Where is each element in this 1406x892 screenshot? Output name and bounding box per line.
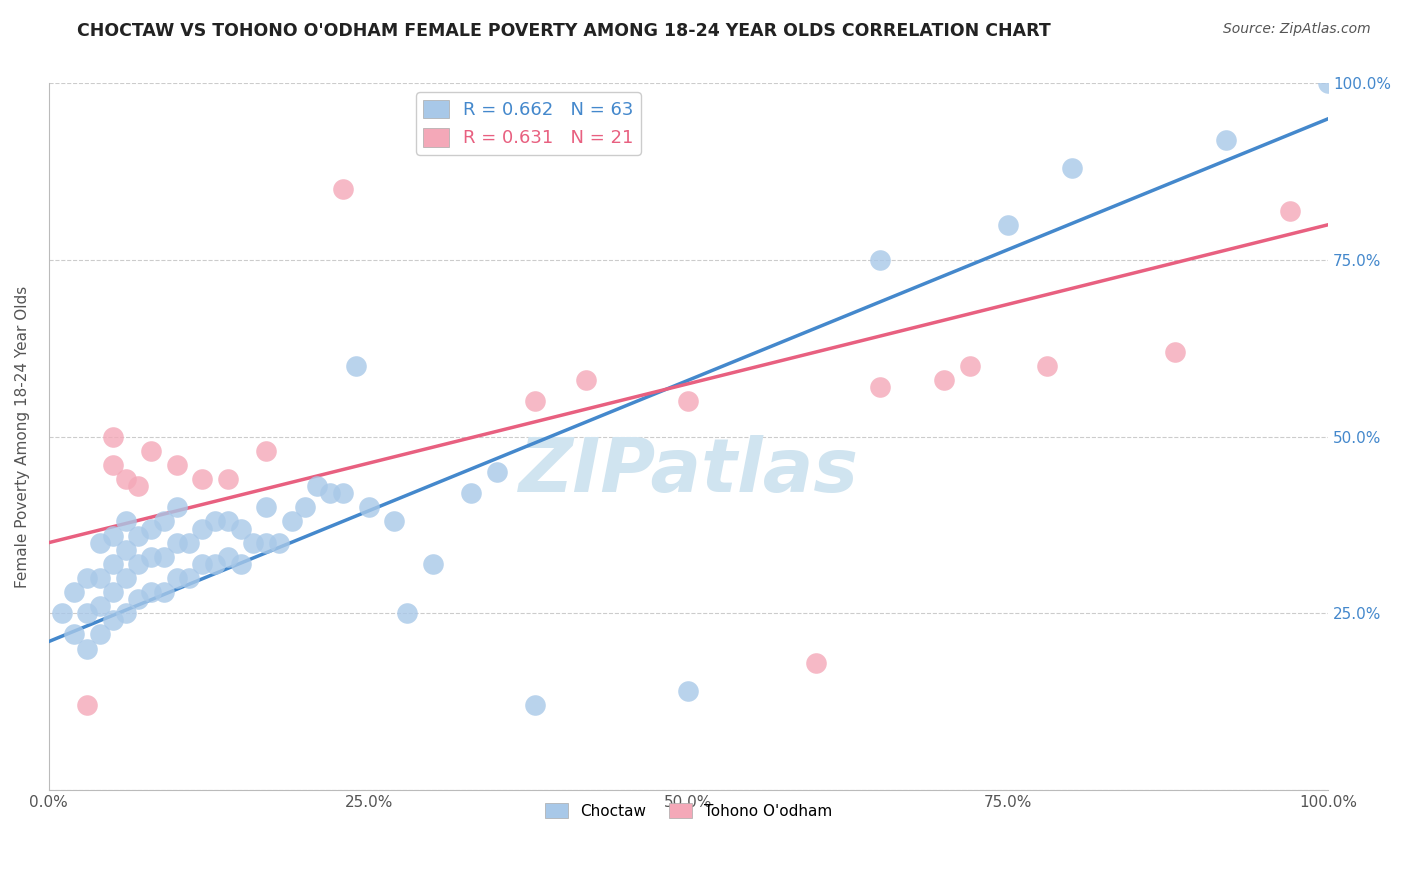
Point <box>422 557 444 571</box>
Point <box>678 394 700 409</box>
Point <box>191 557 214 571</box>
Point <box>332 182 354 196</box>
Point <box>101 528 124 542</box>
Point <box>575 373 598 387</box>
Point <box>127 479 149 493</box>
Point <box>869 253 891 268</box>
Legend: Choctaw, Tohono O'odham: Choctaw, Tohono O'odham <box>538 797 838 825</box>
Point <box>281 515 304 529</box>
Point <box>114 607 136 621</box>
Point <box>101 585 124 599</box>
Point <box>89 627 111 641</box>
Point <box>89 535 111 549</box>
Point <box>139 549 162 564</box>
Point <box>114 542 136 557</box>
Point <box>217 549 239 564</box>
Point <box>204 515 226 529</box>
Y-axis label: Female Poverty Among 18-24 Year Olds: Female Poverty Among 18-24 Year Olds <box>15 285 30 588</box>
Point <box>63 627 86 641</box>
Point <box>153 585 176 599</box>
Point <box>934 373 956 387</box>
Point <box>139 443 162 458</box>
Point <box>1317 77 1340 91</box>
Point <box>101 458 124 472</box>
Point <box>1278 203 1301 218</box>
Point <box>127 592 149 607</box>
Point <box>139 585 162 599</box>
Point <box>294 500 316 515</box>
Point <box>523 394 546 409</box>
Text: CHOCTAW VS TOHONO O'ODHAM FEMALE POVERTY AMONG 18-24 YEAR OLDS CORRELATION CHART: CHOCTAW VS TOHONO O'ODHAM FEMALE POVERTY… <box>77 22 1052 40</box>
Point <box>395 607 418 621</box>
Point <box>127 557 149 571</box>
Point <box>229 557 252 571</box>
Point <box>179 571 201 585</box>
Point <box>114 571 136 585</box>
Point <box>357 500 380 515</box>
Point <box>460 486 482 500</box>
Point <box>382 515 405 529</box>
Point <box>191 472 214 486</box>
Point <box>1035 359 1057 373</box>
Point <box>153 515 176 529</box>
Point <box>523 698 546 713</box>
Point <box>332 486 354 500</box>
Point <box>217 472 239 486</box>
Point <box>254 443 277 458</box>
Point <box>806 656 828 670</box>
Point <box>166 458 188 472</box>
Point <box>204 557 226 571</box>
Point <box>179 535 201 549</box>
Point <box>153 549 176 564</box>
Point <box>254 500 277 515</box>
Point <box>242 535 264 549</box>
Point <box>166 535 188 549</box>
Point <box>678 684 700 698</box>
Point <box>166 500 188 515</box>
Point <box>89 571 111 585</box>
Point <box>254 535 277 549</box>
Point <box>101 613 124 627</box>
Point <box>869 380 891 394</box>
Text: ZIPatlas: ZIPatlas <box>519 435 859 508</box>
Point <box>1215 133 1237 147</box>
Point <box>89 599 111 614</box>
Point <box>51 607 73 621</box>
Point <box>1163 345 1185 359</box>
Point <box>485 465 508 479</box>
Point <box>997 218 1019 232</box>
Point <box>101 430 124 444</box>
Point <box>76 698 98 713</box>
Point <box>191 522 214 536</box>
Point <box>319 486 342 500</box>
Point <box>166 571 188 585</box>
Point <box>139 522 162 536</box>
Text: Source: ZipAtlas.com: Source: ZipAtlas.com <box>1223 22 1371 37</box>
Point <box>267 535 290 549</box>
Point <box>217 515 239 529</box>
Point <box>127 528 149 542</box>
Point <box>1062 161 1084 176</box>
Point <box>229 522 252 536</box>
Point <box>76 571 98 585</box>
Point <box>344 359 367 373</box>
Point <box>76 641 98 656</box>
Point <box>959 359 981 373</box>
Point <box>307 479 329 493</box>
Point <box>76 607 98 621</box>
Point <box>101 557 124 571</box>
Point <box>114 515 136 529</box>
Point <box>114 472 136 486</box>
Point <box>63 585 86 599</box>
